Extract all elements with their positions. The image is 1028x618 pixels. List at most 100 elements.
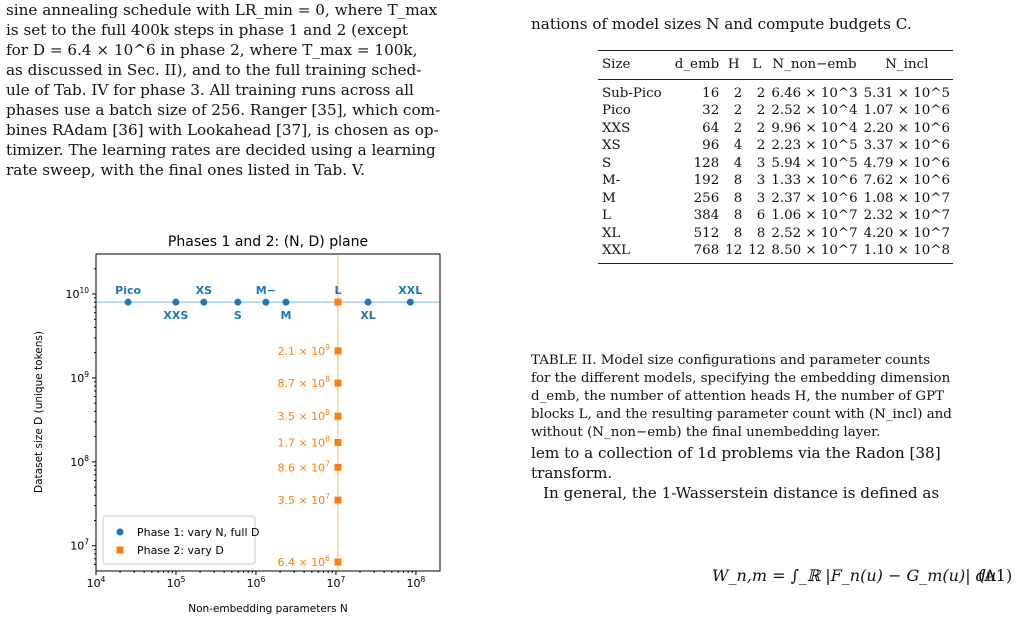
phase2-point [334, 463, 342, 471]
legend-box [102, 515, 256, 565]
table-row: L 384 8 6 1.06 × 10^7 2.32 × 10^7 [598, 207, 953, 225]
phase1-point [234, 298, 242, 306]
caption-line: for the different models, specifying the… [531, 371, 951, 386]
table-row: S 128 4 3 5.94 × 10^5 4.79 × 10^6 [598, 155, 953, 173]
phase2-point-label: 3.5 × 108 [277, 408, 330, 423]
x-tick-label: 105 [167, 575, 186, 590]
table-row: Pico 32 2 2 2.52 × 10^4 1.07 × 10^6 [598, 102, 953, 120]
legend-marker-phase2 [116, 546, 124, 554]
phase1-point [200, 298, 208, 306]
phase1-point-label: XS [196, 284, 212, 297]
table-cell: 8 [756, 225, 766, 241]
table-header-cell: d_emb [674, 57, 720, 72]
table-cell: 2.20 × 10^6 [863, 120, 950, 136]
table-cell: 2 [733, 85, 743, 101]
table-cell: 2.52 × 10^4 [771, 103, 858, 118]
legend-marker-phase1 [116, 528, 124, 536]
table-cell: 7.62 × 10^6 [863, 173, 950, 188]
table-cell: 2.37 × 10^6 [771, 190, 858, 206]
table-cell: 1.10 × 10^8 [863, 243, 950, 258]
table-cell: L [602, 208, 611, 223]
phase2-point-label: 1.7 × 108 [277, 435, 330, 450]
phase1-point-label: L [334, 284, 341, 297]
table-header-row: Size d_emb H L N_non−emb N_incl [598, 50, 953, 79]
table-cell: 2.32 × 10^7 [863, 208, 950, 223]
table-cell: 6 [756, 208, 766, 223]
x-axis-label: Non-embedding parameters N [188, 603, 348, 615]
caption-line: blocks L, and the resulting parameter co… [531, 407, 952, 422]
text-line: sine annealing schedule with LR_min = 0,… [6, 1, 438, 19]
text-line: ule of Tab. IV for phase 3. All training… [6, 81, 414, 99]
table-cell: 64 [702, 120, 720, 136]
table-row: XXS 64 2 2 9.96 × 10^4 2.20 × 10^6 [598, 120, 953, 138]
phase1-point [124, 298, 132, 306]
x-tick-label: 106 [247, 575, 266, 590]
phase2-point [334, 347, 342, 355]
phase2-point [334, 558, 342, 566]
phase2-point-label: 8.7 × 108 [277, 375, 330, 390]
table-cell: 9.96 × 10^4 [771, 120, 858, 136]
table-cell: 2.52 × 10^7 [771, 225, 858, 241]
phase2-point-label: 3.5 × 107 [277, 492, 330, 507]
phase1-point [172, 298, 180, 306]
phase2-point [334, 379, 342, 387]
table-cell: 768 [693, 243, 720, 258]
legend-label-phase1: Phase 1: vary N, full D [137, 526, 259, 539]
table-cell: 5.94 × 10^5 [771, 155, 858, 171]
caption-line: without (N_non−emb) the final unembeddin… [531, 425, 881, 440]
phase1-point-label: S [234, 309, 242, 322]
phase2-point-label: 6.4 × 106 [277, 554, 330, 569]
table-cell: 8 [733, 208, 743, 223]
phase1-point [282, 298, 290, 306]
table-cell: 8.50 × 10^7 [771, 243, 858, 258]
table-cell: 4 [733, 155, 743, 171]
table-cell: XXL [602, 243, 630, 258]
phase2-point [334, 496, 342, 504]
table-cell: 4 [733, 138, 743, 153]
x-tick-label: 107 [327, 575, 346, 590]
table-header-cell: L [752, 57, 762, 72]
table-cell: 256 [693, 190, 720, 206]
text-line: transform. [531, 464, 613, 482]
y-tick-label: 108 [70, 454, 89, 469]
table-cell: 512 [693, 225, 720, 241]
table-cell: 3 [756, 155, 766, 171]
table-cell: 1.08 × 10^7 [863, 190, 950, 206]
table-cell: 12 [725, 243, 743, 258]
phase1-point-label: M− [256, 284, 276, 297]
scatter-figure: 104 105 106 107 108 107 108 109 1010 Pico XXS XS S M… [33, 234, 441, 615]
table-row: XS 96 4 2 2.23 × 10^5 3.37 × 10^6 [598, 137, 953, 155]
table-cell: 4.20 × 10^7 [863, 225, 950, 241]
table-cell: 1.33 × 10^6 [771, 173, 858, 188]
left-column-paragraph: sine annealing schedule with LR_min = 0,… [6, 0, 500, 180]
y-tick-label: 109 [70, 370, 89, 385]
phase2-point-label: 2.1 × 109 [277, 343, 330, 358]
table-cell: 8 [733, 190, 743, 206]
y-tick-label: 1010 [65, 286, 89, 301]
caption-line: TABLE II. Model size configurations and … [531, 353, 931, 368]
legend-label-phase2: Phase 2: vary D [137, 544, 224, 557]
table-cell: XL [602, 225, 621, 241]
table-cell: 2.23 × 10^5 [771, 138, 858, 153]
table-cell: 1.07 × 10^6 [863, 103, 950, 118]
table-cell: 8 [733, 173, 743, 188]
x-tick-label: 104 [87, 575, 106, 590]
table-cell: 4.79 × 10^6 [863, 155, 950, 171]
table-cell: 192 [693, 173, 720, 188]
table-cell: 8 [733, 225, 743, 241]
right-column-top-text: nations of model sizes N and compute bud… [531, 14, 1021, 34]
table-row: M 256 8 3 2.37 × 10^6 1.08 × 10^7 [598, 190, 953, 208]
table-cell: 5.31 × 10^5 [863, 85, 950, 101]
table-cell: S [602, 155, 612, 171]
y-tick-label: 107 [70, 538, 89, 553]
table-cell: 12 [748, 243, 766, 258]
table-header-cell: H [727, 57, 740, 72]
text-line: nations of model sizes N and compute bud… [531, 15, 912, 33]
phase1-point-label: M [280, 309, 291, 322]
model-size-table: Size d_emb H L N_non−emb N_incl Sub-Pico… [598, 50, 953, 264]
phase2-point [334, 439, 342, 447]
text-line: timizer. The learning rates are decided … [6, 141, 436, 159]
equation: W_n,m = ∫_ℝ |F_n(u) − G_m(u)| du [712, 566, 997, 585]
table-header-cell: N_incl [885, 57, 929, 72]
table-cell: 2 [733, 120, 743, 136]
